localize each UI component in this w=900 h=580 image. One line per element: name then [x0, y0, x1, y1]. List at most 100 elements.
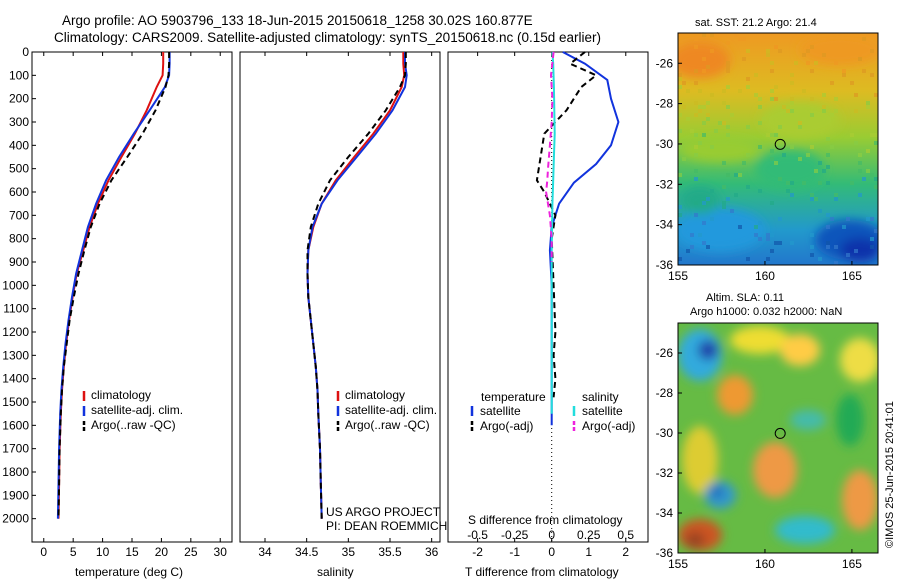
sst-pixel [746, 185, 750, 189]
difference-panel: -2 -1 0 1 2 -0.5 -0.25 0 0.25 0.5 S difference f… [447, 51, 649, 579]
sst-pixel [842, 73, 846, 77]
sst-pixel [706, 117, 710, 121]
depth-tick-label: 1600 [2, 418, 29, 432]
sst-pixel [754, 225, 758, 229]
depth-tick-label: 200 [9, 92, 29, 106]
sst-pixel [858, 193, 862, 197]
sst-pixel-texture [678, 33, 878, 265]
credit-pi: PI: DEAN ROEMMICH [326, 519, 447, 533]
sst-pixel [778, 177, 782, 181]
depth-tick-label: 2000 [2, 512, 29, 526]
sst-pixel [770, 89, 774, 93]
sst-pixel [810, 145, 814, 149]
sst-pixel [722, 185, 726, 189]
x-tick-label: 5 [70, 545, 77, 559]
t-diff-xlabel: T difference from climatology [465, 565, 619, 579]
sst-pixel [730, 113, 734, 117]
x-tick-label: -1 [509, 545, 520, 559]
s-tick-label: -0.25 [501, 528, 529, 542]
sst-pixel [770, 233, 774, 237]
lon-tick-label: 155 [668, 557, 688, 571]
sst-pixel [726, 105, 730, 109]
sst-pixel [818, 257, 822, 261]
legend-title-salinity: salinity [582, 390, 619, 404]
sst-pixel [758, 145, 762, 149]
sst-pixel [822, 109, 826, 113]
x-tick-label: -2 [472, 545, 483, 559]
sst-pixel [754, 93, 758, 97]
sst-pixel [790, 101, 794, 105]
sst-pixel [826, 137, 830, 141]
sst-pixel [862, 177, 866, 181]
legend-title-temperature: temperature [481, 390, 546, 404]
lat-tick-label: -28 [656, 97, 674, 111]
sst-pixel [702, 121, 706, 125]
sst-pixel [730, 209, 734, 213]
credit-project: US ARGO PROJECT [326, 505, 441, 519]
sst-pixel [778, 217, 782, 221]
sst-pixel [874, 33, 878, 37]
sst-pixel [834, 97, 838, 101]
sst-pixel [818, 209, 822, 213]
sst-pixel [702, 241, 706, 245]
x-tick-label: 35 [342, 545, 356, 559]
sst-pixel [834, 109, 838, 113]
sst-pixel [866, 217, 870, 221]
temperature-panel: 0100200300400500600700800900100011001200… [2, 45, 452, 579]
sst-pixel [694, 113, 698, 117]
salinity-panel: 34 34.5 35 35.5 36 salinity climatology sate… [239, 51, 447, 579]
sst-pixel [734, 33, 738, 37]
lon-tick-label: 165 [842, 269, 862, 283]
lon-tick-label: 160 [755, 269, 775, 283]
series-s-argo-adj- [545, 51, 555, 262]
sst-pixel [826, 245, 830, 249]
sst-pixel [802, 117, 806, 121]
sst-pixel [746, 49, 750, 53]
sst-pixel [678, 213, 682, 217]
sst-pixel [702, 105, 706, 109]
sst-pixel [810, 245, 814, 249]
sst-pixel [726, 65, 730, 69]
sst-pixel [810, 233, 814, 237]
sst-map-panel: sat. SST: 21.2 Argo: 21.4 155 160 165 -26 -2… [656, 17, 879, 283]
sst-pixel [770, 61, 774, 65]
sst-pixel [854, 249, 858, 253]
s-tick-label: 0.5 [617, 528, 634, 542]
lon-tick-label: 165 [842, 557, 862, 571]
sst-pixel [710, 189, 714, 193]
sst-pixel [726, 197, 730, 201]
sst-pixel [766, 53, 770, 57]
legend-s-satellite: satellite [582, 404, 623, 418]
sst-pixel [746, 257, 750, 261]
sst-pixel [710, 49, 714, 53]
sst-pixel [774, 85, 778, 89]
sst-pixel [686, 249, 690, 253]
sst-pixel [694, 37, 698, 41]
sst-pixel [694, 45, 698, 49]
sst-pixel [702, 221, 706, 225]
sst-pixel [830, 81, 834, 85]
depth-tick-label: 1900 [2, 488, 29, 502]
legend-s-argo: Argo(-adj) [582, 419, 635, 433]
sst-pixel [814, 61, 818, 65]
sst-pixel [810, 113, 814, 117]
sst-pixel [810, 193, 814, 197]
sst-pixel [694, 81, 698, 85]
sst-pixel [698, 141, 702, 145]
legend-argo: Argo(..raw -QC) [345, 418, 430, 432]
sst-pixel [826, 153, 830, 157]
lat-tick-label: -26 [656, 56, 674, 70]
depth-tick-label: 100 [9, 68, 29, 82]
sst-pixel [818, 161, 822, 165]
sst-pixel [722, 121, 726, 125]
sst-pixel [686, 89, 690, 93]
sst-pixel [694, 101, 698, 105]
sst-pixel [698, 109, 702, 113]
sst-pixel [874, 133, 878, 137]
sst-pixel [762, 117, 766, 121]
depth-axis: 0 100 200 300 400 500 600 700 800 900 1000 1100 1200… [2, 45, 452, 526]
sst-pixel [818, 181, 822, 185]
sst-pixel [782, 105, 786, 109]
sst-pixel [810, 197, 814, 201]
sst-pixel [678, 129, 682, 133]
